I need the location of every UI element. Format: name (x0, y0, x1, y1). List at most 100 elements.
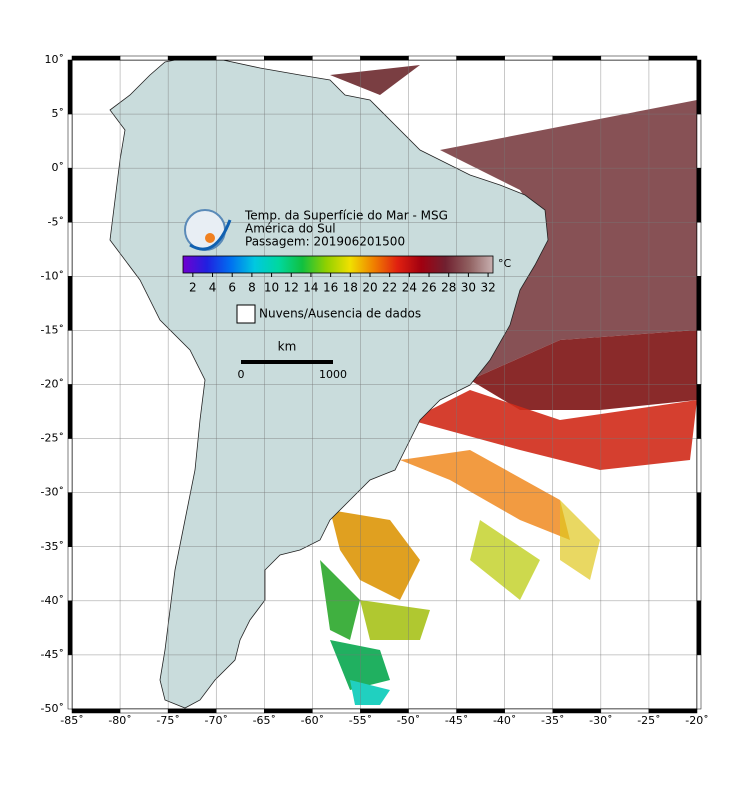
frame-band (600, 55, 650, 61)
colorbar-tick-label: 6 (228, 281, 236, 295)
frame-band (119, 708, 169, 714)
frame-band (504, 708, 554, 714)
colorbar-tick-label: 4 (209, 281, 217, 295)
frame-band (696, 384, 702, 439)
frame-band (552, 708, 602, 714)
lon-tick-label: -85˚ (60, 714, 83, 727)
colorbar-tick-label: 18 (343, 281, 358, 295)
lat-tick-label: -5˚ (48, 215, 64, 228)
colorbar-tick-label: 8 (248, 281, 256, 295)
frame-band (67, 276, 73, 331)
title-line: Temp. da Superfície do Mar - MSG (244, 209, 448, 223)
frame-band (67, 654, 73, 710)
frame-band (456, 708, 505, 714)
frame-band (600, 708, 650, 714)
colorbar-tick-label: 20 (362, 281, 377, 295)
frame-band (312, 708, 361, 714)
lon-tick-label: -60˚ (301, 714, 324, 727)
colorbar-tick-label: 10 (264, 281, 279, 295)
frame-band (67, 113, 73, 169)
colorbar (182, 255, 494, 274)
frame-band (360, 55, 409, 61)
scale-label: 1000 (319, 368, 347, 381)
lat-tick-label: -10˚ (41, 269, 64, 282)
legend-swatch (236, 304, 256, 324)
frame-band (67, 492, 73, 547)
frame-band (312, 55, 361, 61)
frame-band (67, 222, 73, 277)
colorbar-tick-label: 32 (480, 281, 495, 295)
frame-band (360, 708, 409, 714)
lon-tick-label: -70˚ (204, 714, 227, 727)
frame-band (264, 55, 313, 61)
frame-band (119, 55, 169, 61)
frame-band (67, 330, 73, 385)
colorbar-tick-label: 30 (461, 281, 476, 295)
frame-band (696, 492, 702, 547)
frame-band (167, 708, 217, 714)
lat-tick-label: -25˚ (41, 432, 64, 445)
lon-tick-label: -80˚ (108, 714, 131, 727)
colorbar-tick-label: 2 (189, 281, 197, 295)
logo (184, 209, 232, 251)
frame-band (67, 438, 73, 493)
frame-band (67, 59, 73, 115)
frame-band (696, 600, 702, 656)
lat-tick-label: -30˚ (41, 486, 64, 499)
frame-band (167, 55, 217, 61)
colorbar-unit: °C (498, 257, 512, 270)
lon-tick-label: -40˚ (493, 714, 516, 727)
lat-tick-label: -15˚ (41, 323, 64, 336)
frame-band (648, 55, 698, 61)
frame-band (696, 438, 702, 493)
frame-band (696, 113, 702, 169)
lat-tick-label: -40˚ (41, 594, 64, 607)
frame-band (696, 59, 702, 115)
frame-band (648, 708, 698, 714)
lon-tick-label: -75˚ (156, 714, 179, 727)
frame-band (696, 654, 702, 710)
lon-tick-label: -25˚ (637, 714, 660, 727)
frame-band (215, 55, 265, 61)
frame-band (696, 222, 702, 277)
frame-band (504, 55, 554, 61)
scale-label: 0 (238, 368, 245, 381)
lon-tick-label: -50˚ (397, 714, 420, 727)
colorbar-tick-label: 16 (323, 281, 338, 295)
lat-tick-label: -20˚ (41, 378, 64, 391)
colorbar-tick-label: 12 (284, 281, 299, 295)
lat-tick-label: -50˚ (41, 702, 64, 715)
frame-band (71, 708, 121, 714)
colorbar-tick-label: 26 (421, 281, 436, 295)
frame-band (456, 55, 505, 61)
graticule (71, 59, 698, 710)
frame-band (696, 276, 702, 331)
lat-tick-label: -35˚ (41, 540, 64, 553)
lon-tick-label: -65˚ (253, 714, 276, 727)
frame-band (696, 546, 702, 602)
colorbar-tick-label: 14 (303, 281, 318, 295)
frame-band (408, 708, 457, 714)
lon-tick-label: -35˚ (541, 714, 564, 727)
lat-tick-label: 10˚ (45, 53, 65, 66)
frame-band (552, 55, 602, 61)
lon-tick-label: -55˚ (349, 714, 372, 727)
legend-label: Nuvens/Ausencia de dados (259, 307, 421, 321)
frame-band (67, 167, 73, 223)
frame-band (264, 708, 313, 714)
title-line: América do Sul (245, 222, 336, 236)
lon-tick-label: -45˚ (445, 714, 468, 727)
lat-tick-label: 0˚ (52, 161, 65, 174)
frame-band (67, 600, 73, 656)
frame-band (71, 55, 121, 61)
title-line: Passagem: 201906201500 (245, 235, 405, 249)
scale-bar (241, 360, 333, 364)
frame-band (408, 55, 457, 61)
colorbar-tick-label: 28 (441, 281, 456, 295)
frame-band (696, 167, 702, 223)
colorbar-tick-label: 24 (402, 281, 417, 295)
lat-tick-label: 5˚ (52, 107, 65, 120)
frame-band (67, 546, 73, 602)
lat-tick-label: -45˚ (41, 648, 64, 661)
